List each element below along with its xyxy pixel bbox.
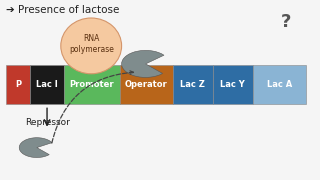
FancyArrowPatch shape (52, 71, 133, 143)
FancyBboxPatch shape (213, 65, 253, 104)
Text: Repressor: Repressor (26, 118, 70, 127)
Text: ➔ Presence of lactose: ➔ Presence of lactose (6, 5, 120, 15)
FancyBboxPatch shape (6, 65, 30, 104)
FancyBboxPatch shape (64, 65, 120, 104)
Text: Lac A: Lac A (267, 80, 292, 89)
Text: Operator: Operator (125, 80, 168, 89)
Text: Lac I: Lac I (36, 80, 58, 89)
Wedge shape (19, 138, 52, 158)
Text: RNA
polymerase: RNA polymerase (69, 34, 114, 54)
Text: Lac Y: Lac Y (220, 80, 245, 89)
Wedge shape (122, 50, 164, 77)
FancyBboxPatch shape (173, 65, 213, 104)
FancyBboxPatch shape (253, 65, 306, 104)
Ellipse shape (61, 18, 122, 74)
Text: Lac Z: Lac Z (180, 80, 205, 89)
Text: ?: ? (281, 13, 292, 31)
Text: Promoter: Promoter (70, 80, 114, 89)
FancyBboxPatch shape (30, 65, 64, 104)
FancyBboxPatch shape (120, 65, 173, 104)
Text: P: P (15, 80, 21, 89)
